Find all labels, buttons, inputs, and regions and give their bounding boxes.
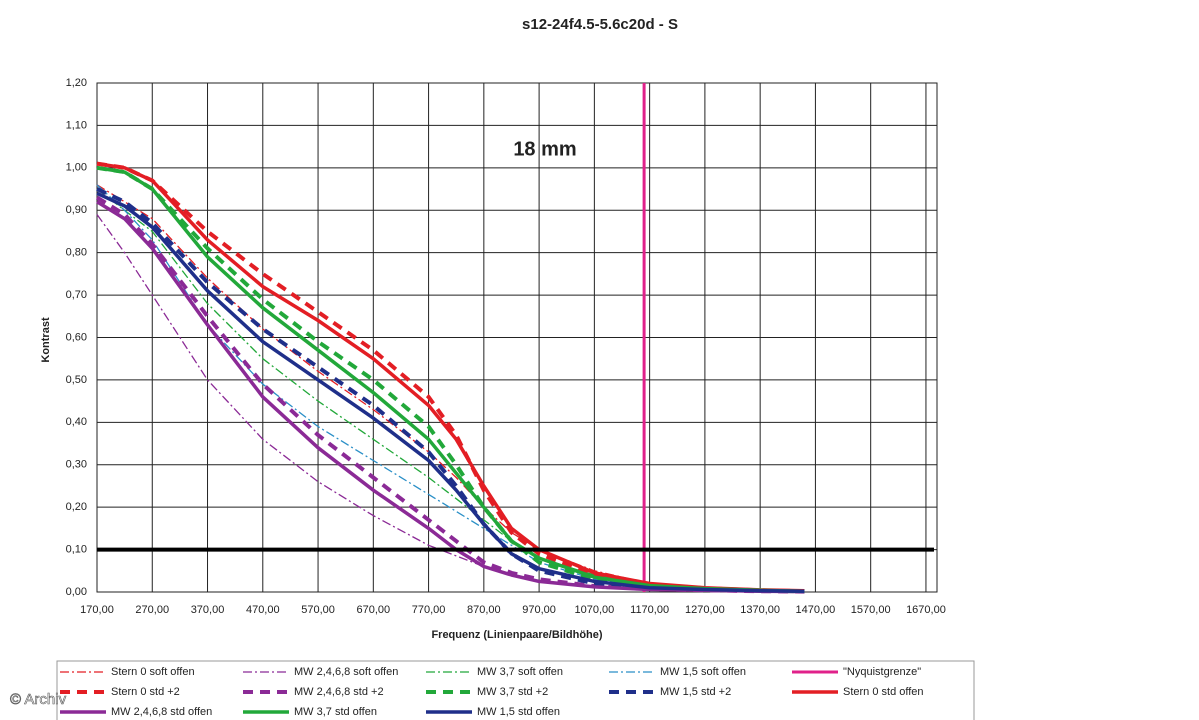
- x-tick-label: 1170,00: [630, 604, 669, 616]
- legend-label: Stern 0 std offen: [843, 686, 924, 698]
- legend-label: MW 3,7 std +2: [477, 686, 548, 698]
- x-axis-label: Frequenz (Linienpaare/Bildhöhe): [431, 629, 602, 641]
- legend-label: MW 1,5 std offen: [477, 706, 560, 718]
- legend-label: MW 3,7 std offen: [294, 706, 377, 718]
- x-tick-label: 1370,00: [740, 604, 780, 616]
- x-tick-label: 970,00: [522, 604, 556, 616]
- x-tick-label: 670,00: [356, 604, 390, 616]
- legend-label: MW 2,4,6,8 std offen: [111, 706, 212, 718]
- series-line: [96, 214, 805, 593]
- annotation: 18 mm: [513, 138, 576, 160]
- legend-label: MW 2,4,6,8 std +2: [294, 686, 384, 698]
- x-tick-label: 1570,00: [851, 604, 891, 616]
- y-tick-label: 0,10: [66, 543, 87, 555]
- series-line: [96, 188, 805, 592]
- legend-label: MW 1,5 std +2: [660, 686, 731, 698]
- series-line: [96, 200, 805, 594]
- x-tick-label: 270,00: [135, 604, 169, 616]
- y-tick-label: 0,80: [66, 247, 87, 259]
- series-line: [96, 166, 805, 593]
- legend-label: "Nyquistgrenze": [843, 666, 921, 678]
- y-axis-label: Kontrast: [40, 317, 52, 363]
- y-tick-label: 0,40: [66, 416, 87, 428]
- y-tick-label: 0,00: [66, 586, 87, 598]
- legend-box: [56, 660, 975, 720]
- x-tick-label: 1070,00: [574, 604, 614, 616]
- legend-label: MW 1,5 soft offen: [660, 666, 746, 678]
- y-tick-label: 0,50: [66, 374, 87, 386]
- x-tick-label: 1470,00: [796, 604, 836, 616]
- y-tick-label: 1,00: [66, 162, 87, 174]
- x-tick-label: 1270,00: [685, 604, 725, 616]
- y-tick-label: 0,60: [66, 331, 87, 343]
- x-tick-label: 1670,00: [906, 604, 946, 616]
- chart-title: s12-24f4.5-5.6c20d - S: [522, 16, 678, 33]
- y-tick-label: 0,70: [66, 289, 87, 301]
- x-tick-label: 170,00: [80, 604, 114, 616]
- x-tick-label: 870,00: [467, 604, 501, 616]
- x-tick-label: 470,00: [246, 604, 280, 616]
- series-line: [96, 191, 805, 593]
- x-tick-label: 570,00: [301, 604, 335, 616]
- legend-label: MW 3,7 soft offen: [477, 666, 563, 678]
- y-tick-label: 0,30: [66, 459, 87, 471]
- series-line: [95, 195, 805, 594]
- x-tick-label: 770,00: [412, 604, 446, 616]
- x-tick-label: 370,00: [191, 604, 225, 616]
- legend-label: Stern 0 soft offen: [111, 666, 195, 678]
- y-tick-label: 1,20: [66, 77, 87, 89]
- legend-label: MW 2,4,6,8 soft offen: [294, 666, 398, 678]
- watermark: © Archiv: [10, 691, 67, 708]
- y-tick-label: 1,10: [66, 119, 87, 131]
- y-tick-label: 0,20: [66, 501, 87, 513]
- y-tick-label: 0,90: [66, 204, 87, 216]
- series-line: [96, 161, 805, 594]
- legend-label: Stern 0 std +2: [111, 686, 180, 698]
